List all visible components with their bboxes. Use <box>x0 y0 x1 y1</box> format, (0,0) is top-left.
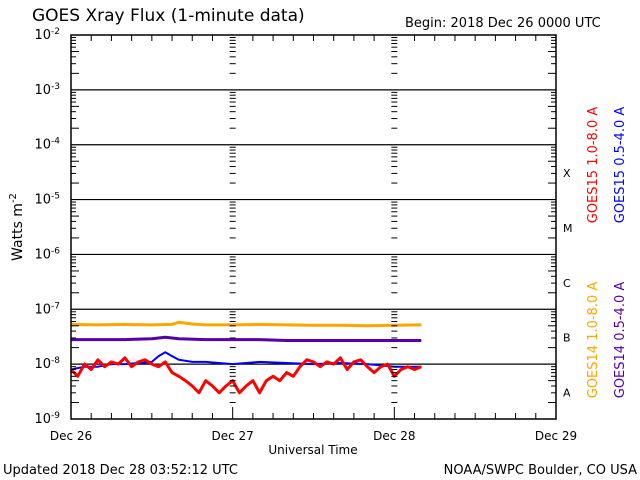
y-axis-label: Watts m-2 <box>8 193 26 261</box>
flare-class-label: C <box>563 277 571 290</box>
legend-label: GOES14 1.0-8.0 A <box>586 282 601 399</box>
y-tick-label: 10-8 <box>34 356 60 372</box>
x-axis-label: Universal Time <box>268 443 357 457</box>
y-tick-base: 10 <box>34 357 51 372</box>
x-tick-label: Dec 27 <box>212 429 254 443</box>
chart-title: GOES Xray Flux (1-minute data) <box>32 6 305 26</box>
series-line-goes15-1-0-8-0-a <box>69 356 422 395</box>
series-line-goes14-0-5-4-0-a <box>71 335 422 342</box>
y-tick-label: 10-3 <box>34 82 60 98</box>
x-tick-label: Dec 26 <box>50 429 92 443</box>
begin-label: Begin: 2018 Dec 26 0000 UTC <box>405 16 601 31</box>
y-tick-exp: -6 <box>51 246 60 256</box>
y-axis-label-exp: -2 <box>8 193 19 203</box>
y-axis-label-text: Watts m <box>10 203 26 261</box>
y-tick-exp: -3 <box>51 82 60 92</box>
source-credit: NOAA/SWPC Boulder, CO USA <box>444 463 637 478</box>
flare-class-label: B <box>563 332 571 345</box>
y-tick-exp: -4 <box>51 137 60 147</box>
y-tick-exp: -2 <box>51 27 60 37</box>
y-tick-base: 10 <box>34 138 51 153</box>
y-tick-label: 10-9 <box>34 411 60 427</box>
y-tick-label: 10-2 <box>34 27 60 43</box>
y-tick-base: 10 <box>34 247 51 262</box>
legend-label: GOES14 0.5-4.0 A <box>613 282 628 399</box>
y-tick-exp: -9 <box>51 411 60 421</box>
updated-timestamp: Updated 2018 Dec 28 03:52:12 UTC <box>3 463 238 478</box>
flare-class-label: X <box>563 167 571 180</box>
y-tick-exp: -7 <box>51 301 60 311</box>
y-tick-base: 10 <box>34 193 51 208</box>
y-tick-base: 10 <box>34 28 51 43</box>
y-tick-label: 10-4 <box>34 137 60 153</box>
y-tick-base: 10 <box>34 83 51 98</box>
y-tick-label: 10-7 <box>34 301 60 317</box>
x-tick-label: Dec 29 <box>535 429 577 443</box>
y-tick-exp: -5 <box>51 192 60 202</box>
flare-class-label: A <box>563 387 571 400</box>
y-tick-base: 10 <box>34 302 51 317</box>
x-tick-label: Dec 28 <box>373 429 415 443</box>
legend-label: GOES15 1.0-8.0 A <box>586 107 601 224</box>
flare-class-label: M <box>563 222 573 235</box>
y-tick-base: 10 <box>34 412 51 427</box>
y-tick-exp: -8 <box>51 356 60 366</box>
y-tick-label: 10-6 <box>34 246 60 262</box>
legend-label: GOES15 0.5-4.0 A <box>613 107 628 224</box>
series-line-goes14-1-0-8-0-a <box>70 320 422 328</box>
y-tick-label: 10-5 <box>34 192 60 208</box>
